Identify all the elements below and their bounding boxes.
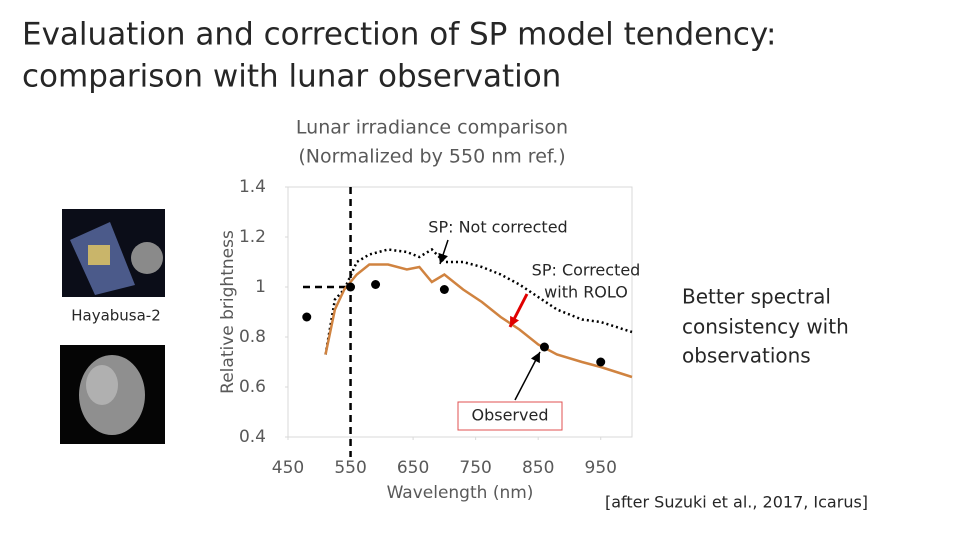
x-axis-label: Wavelength (nm): [387, 483, 534, 503]
annotation-text: SP: Not corrected: [428, 218, 567, 237]
x-tick-label: 950: [585, 458, 617, 478]
x-tick-label: 550: [334, 458, 366, 478]
y-tick-label: 1.4: [239, 177, 266, 197]
slide-title: comparison with lunar observation: [22, 59, 561, 95]
observed-point: [346, 282, 356, 292]
observed-point: [371, 280, 381, 289]
image-label: Hayabusa-2: [71, 307, 161, 325]
slide-title: Evaluation and correction of SP model te…: [22, 17, 776, 53]
annotation-box: [457, 401, 563, 431]
observed-point: [596, 357, 606, 367]
arrow-head: [438, 252, 448, 264]
citation: [after Suzuki et al., 2017, Icarus]: [605, 493, 868, 512]
annotation-box: [419, 214, 577, 242]
annotation-text: with ROLO: [544, 283, 628, 302]
annotation-text: Observed: [472, 406, 549, 425]
observed-point: [439, 285, 449, 294]
chart-title: (Normalized by 550 nm ref.): [298, 146, 565, 168]
y-tick-label: 0.4: [239, 427, 266, 447]
annotation-text: SP: Corrected: [532, 261, 641, 280]
x-tick-label: 650: [397, 458, 429, 478]
y-tick-label: 0.8: [239, 327, 266, 347]
chart-title: Lunar irradiance comparison: [296, 117, 568, 139]
y-tick-label: 1.2: [239, 227, 266, 247]
moon-image: [60, 345, 165, 444]
observed-point: [539, 342, 549, 352]
x-tick-label: 450: [272, 458, 304, 478]
summary-text: observations: [682, 344, 811, 368]
arrow-head: [530, 352, 540, 364]
spacecraft-image: [62, 209, 165, 297]
x-tick-label: 750: [459, 458, 491, 478]
x-tick-label: 850: [522, 458, 554, 478]
y-axis-label: Relative brightness: [218, 230, 238, 394]
observed-point: [302, 312, 312, 322]
y-tick-label: 1: [255, 277, 266, 297]
summary-text: Better spectral: [682, 285, 831, 309]
series-line: [324, 263, 633, 379]
y-tick-label: 0.6: [239, 377, 266, 397]
summary-text: consistency with: [682, 315, 849, 339]
plot-frame: [287, 186, 633, 438]
arrow-head: [510, 315, 520, 327]
